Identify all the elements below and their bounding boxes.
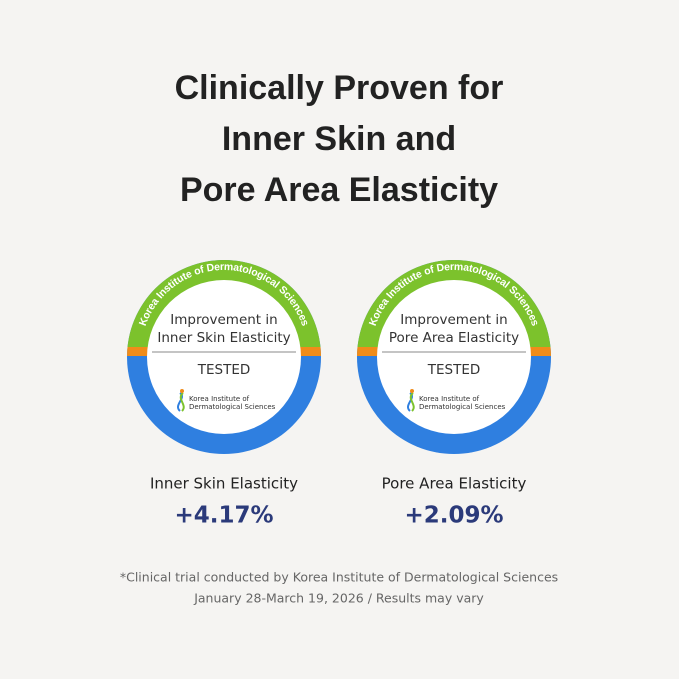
- badge-status: TESTED: [197, 362, 251, 378]
- metric-name: Pore Area Elasticity: [382, 475, 527, 493]
- metric-result: +2.09%: [404, 503, 503, 529]
- title-line: Inner Skin and: [222, 120, 456, 158]
- logo-text: Dermatological Sciences: [189, 403, 276, 411]
- title-line: Pore Area Elasticity: [180, 171, 498, 209]
- logo-icon: [180, 389, 184, 393]
- metric-result: +4.17%: [174, 503, 273, 529]
- badge-label: Improvement in: [170, 312, 277, 328]
- badge-label: Inner Skin Elasticity: [157, 330, 290, 346]
- logo-text: Dermatological Sciences: [419, 403, 506, 411]
- logo-text: Korea Institute of: [189, 395, 250, 403]
- badge-inner: [147, 280, 301, 434]
- badge-label: Improvement in: [400, 312, 507, 328]
- logo-icon: [179, 392, 185, 412]
- badge-label: Pore Area Elasticity: [389, 330, 519, 346]
- metric-name: Inner Skin Elasticity: [150, 475, 298, 493]
- badge-status: TESTED: [427, 362, 481, 378]
- badge: Korea Institute of Dermatological Scienc…: [357, 260, 551, 529]
- badge-inner: [377, 280, 531, 434]
- title-line: Clinically Proven for: [175, 69, 504, 107]
- logo-icon: [410, 389, 414, 393]
- footnote: January 28-March 19, 2026 / Results may …: [193, 591, 484, 606]
- logo-text: Korea Institute of: [419, 395, 480, 403]
- logo-icon: [409, 392, 415, 412]
- badge: Korea Institute of Dermatological Scienc…: [127, 260, 321, 529]
- footnote: *Clinical trial conducted by Korea Insti…: [120, 570, 558, 585]
